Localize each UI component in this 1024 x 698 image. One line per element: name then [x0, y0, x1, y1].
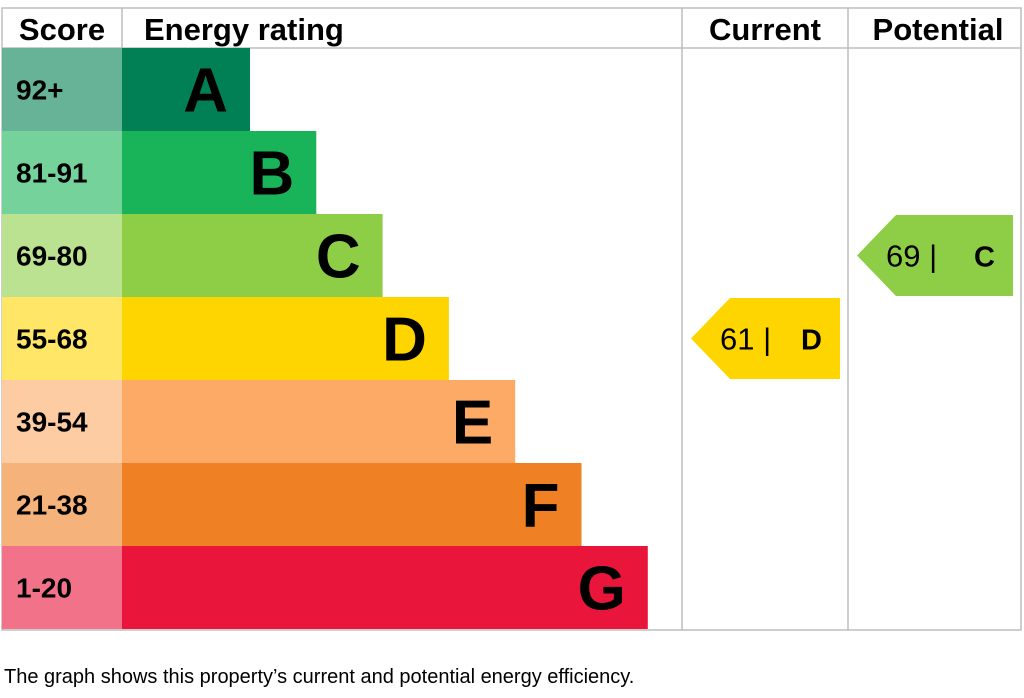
score-range-g: 1-20	[16, 573, 72, 604]
rating-arrows: 61 | D 69 | C	[691, 215, 1013, 379]
band-letter-g: G	[578, 555, 626, 624]
band-bar-b	[122, 131, 317, 214]
score-range-e: 39-54	[16, 407, 88, 438]
potential-rating-arrow	[857, 215, 1013, 296]
current-header: Current	[709, 12, 821, 47]
score-range-d: 55-68	[16, 324, 88, 355]
score-cell-d	[2, 297, 122, 380]
score-range-f: 21-38	[16, 490, 88, 521]
score-cell-b	[2, 131, 122, 214]
rating-header: Energy rating	[144, 12, 344, 47]
current-rating-score: 61 |	[720, 322, 771, 357]
score-range-c: 69-80	[16, 241, 88, 272]
chart-caption: The graph shows this property’s current …	[4, 666, 635, 688]
score-cell-c	[2, 214, 122, 297]
score-range-b: 81-91	[16, 158, 88, 189]
potential-rating-letter: C	[974, 242, 995, 274]
band-bar-a	[122, 48, 250, 131]
score-cell-g	[2, 546, 122, 629]
current-rating-arrow	[691, 298, 840, 379]
band-bar-f	[122, 463, 582, 546]
potential-rating-score: 69 |	[886, 239, 937, 274]
band-bar-e	[122, 380, 516, 463]
band-bar-d	[122, 297, 449, 380]
score-cell-a	[2, 48, 122, 131]
current-rating-letter: D	[801, 325, 822, 357]
score-cell-f	[2, 463, 122, 546]
band-letter-a: A	[183, 57, 228, 126]
score-cell-e	[2, 380, 122, 463]
band-bar-g	[122, 546, 648, 629]
score-range-a: 92+	[16, 75, 64, 106]
band-letter-d: D	[382, 306, 427, 375]
score-header: Score	[19, 12, 105, 47]
band-letter-e: E	[452, 389, 493, 458]
band-bar-c	[122, 214, 383, 297]
band-letter-b: B	[250, 140, 295, 209]
potential-header: Potential	[873, 12, 1004, 47]
energy-rating-chart: Score Energy rating Current Potential 92…	[1, 7, 1022, 631]
band-letter-c: C	[316, 223, 361, 292]
band-letter-f: F	[522, 472, 560, 541]
rating-bands: 92+ A 81-91 B 69-80 C 55-68 D 39-54 E 21-38 F 1-20 G	[2, 48, 648, 629]
